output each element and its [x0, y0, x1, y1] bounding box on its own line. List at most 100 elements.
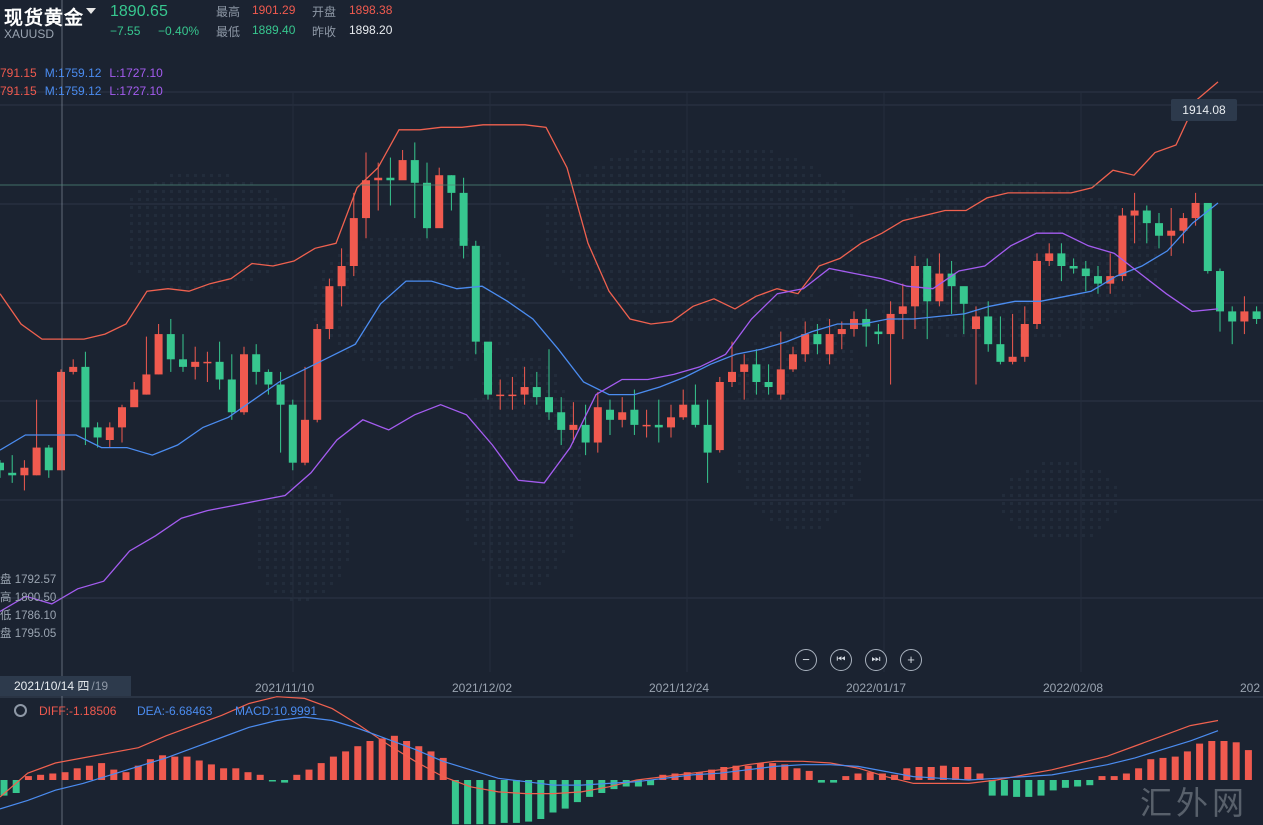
map-dot — [450, 366, 453, 369]
zoom-out-button[interactable]: − — [795, 649, 817, 671]
map-dot — [842, 438, 845, 441]
map-dot — [202, 222, 205, 225]
map-dot — [1114, 254, 1117, 257]
map-dot — [834, 454, 837, 457]
map-dot — [554, 254, 557, 257]
map-dot — [314, 494, 317, 497]
map-dot — [482, 278, 485, 281]
gear-icon[interactable] — [14, 704, 27, 717]
map-dot — [690, 222, 693, 225]
map-dot — [674, 238, 677, 241]
map-dot — [482, 494, 485, 497]
map-dot — [562, 190, 565, 193]
map-dot — [506, 574, 509, 577]
map-dot — [522, 494, 525, 497]
candle — [911, 255, 919, 330]
map-dot — [1090, 518, 1093, 521]
map-dot — [1106, 310, 1109, 313]
map-dot — [634, 206, 637, 209]
map-dot — [482, 294, 485, 297]
map-dot — [226, 214, 229, 217]
zoom-in-button[interactable]: + — [900, 649, 922, 671]
map-dot — [274, 510, 277, 513]
map-dot — [834, 238, 837, 241]
map-dot — [506, 358, 509, 361]
map-dot — [418, 334, 421, 337]
map-dot — [954, 334, 957, 337]
candle — [1094, 266, 1102, 294]
map-dot — [1090, 238, 1093, 241]
map-dot — [890, 310, 893, 313]
map-dot — [778, 462, 781, 465]
map-dot — [1026, 182, 1029, 185]
map-dot — [746, 190, 749, 193]
map-dot — [850, 406, 853, 409]
candle-body — [1155, 223, 1163, 236]
map-dot — [706, 190, 709, 193]
map-dot — [786, 382, 789, 385]
map-dot — [1098, 310, 1101, 313]
map-dot — [810, 526, 813, 529]
map-dot — [906, 206, 909, 209]
map-dot — [1098, 486, 1101, 489]
map-dot — [754, 462, 757, 465]
map-dot — [970, 278, 973, 281]
map-dot — [810, 462, 813, 465]
map-dot — [522, 406, 525, 409]
map-dot — [722, 238, 725, 241]
map-dot — [1074, 486, 1077, 489]
macd-value-label: MACD:10.9991 — [235, 704, 318, 718]
map-dot — [570, 510, 573, 513]
map-dot — [626, 238, 629, 241]
map-dot — [810, 294, 813, 297]
map-dot — [1050, 214, 1053, 217]
map-dot — [194, 206, 197, 209]
candle — [752, 349, 761, 395]
candle — [130, 382, 139, 408]
map-dot — [1010, 502, 1013, 505]
map-dot — [490, 334, 493, 337]
map-dot — [618, 222, 621, 225]
map-dot — [970, 318, 973, 321]
map-dot — [746, 422, 749, 425]
macd-histogram-bar — [244, 772, 252, 780]
map-dot — [826, 462, 829, 465]
map-dot — [1002, 334, 1005, 337]
map-dot — [610, 158, 613, 161]
map-dot — [298, 534, 301, 537]
map-dot — [442, 334, 445, 337]
symbol-name[interactable]: 现货黄金 — [4, 8, 85, 29]
map-dot — [1042, 294, 1045, 297]
map-dot — [778, 470, 781, 473]
map-dot — [226, 230, 229, 233]
candle — [1179, 213, 1188, 244]
map-dot — [514, 390, 517, 393]
map-dot — [706, 310, 709, 313]
map-dot — [810, 454, 813, 457]
map-dot — [986, 198, 989, 201]
skip-back-button[interactable]: ⏮ — [830, 649, 852, 671]
map-dot — [482, 542, 485, 545]
map-dot — [978, 230, 981, 233]
map-dot — [338, 334, 341, 337]
map-dot — [1018, 486, 1021, 489]
map-dot — [290, 550, 293, 553]
map-dot — [842, 222, 845, 225]
chevron-down-icon[interactable] — [86, 8, 96, 14]
map-dot — [946, 262, 949, 265]
map-dot — [1018, 502, 1021, 505]
candle-body — [691, 404, 700, 425]
map-dot — [762, 398, 765, 401]
map-dot — [610, 238, 613, 241]
map-dot — [1042, 278, 1045, 281]
map-dot — [602, 166, 605, 169]
map-dot — [1074, 462, 1077, 465]
map-dot — [1082, 286, 1085, 289]
skip-forward-button[interactable]: ⏭ — [865, 649, 887, 671]
map-dot — [642, 230, 645, 233]
map-dot — [818, 430, 821, 433]
map-dot — [866, 294, 869, 297]
map-dot — [130, 206, 133, 209]
map-dot — [818, 494, 821, 497]
